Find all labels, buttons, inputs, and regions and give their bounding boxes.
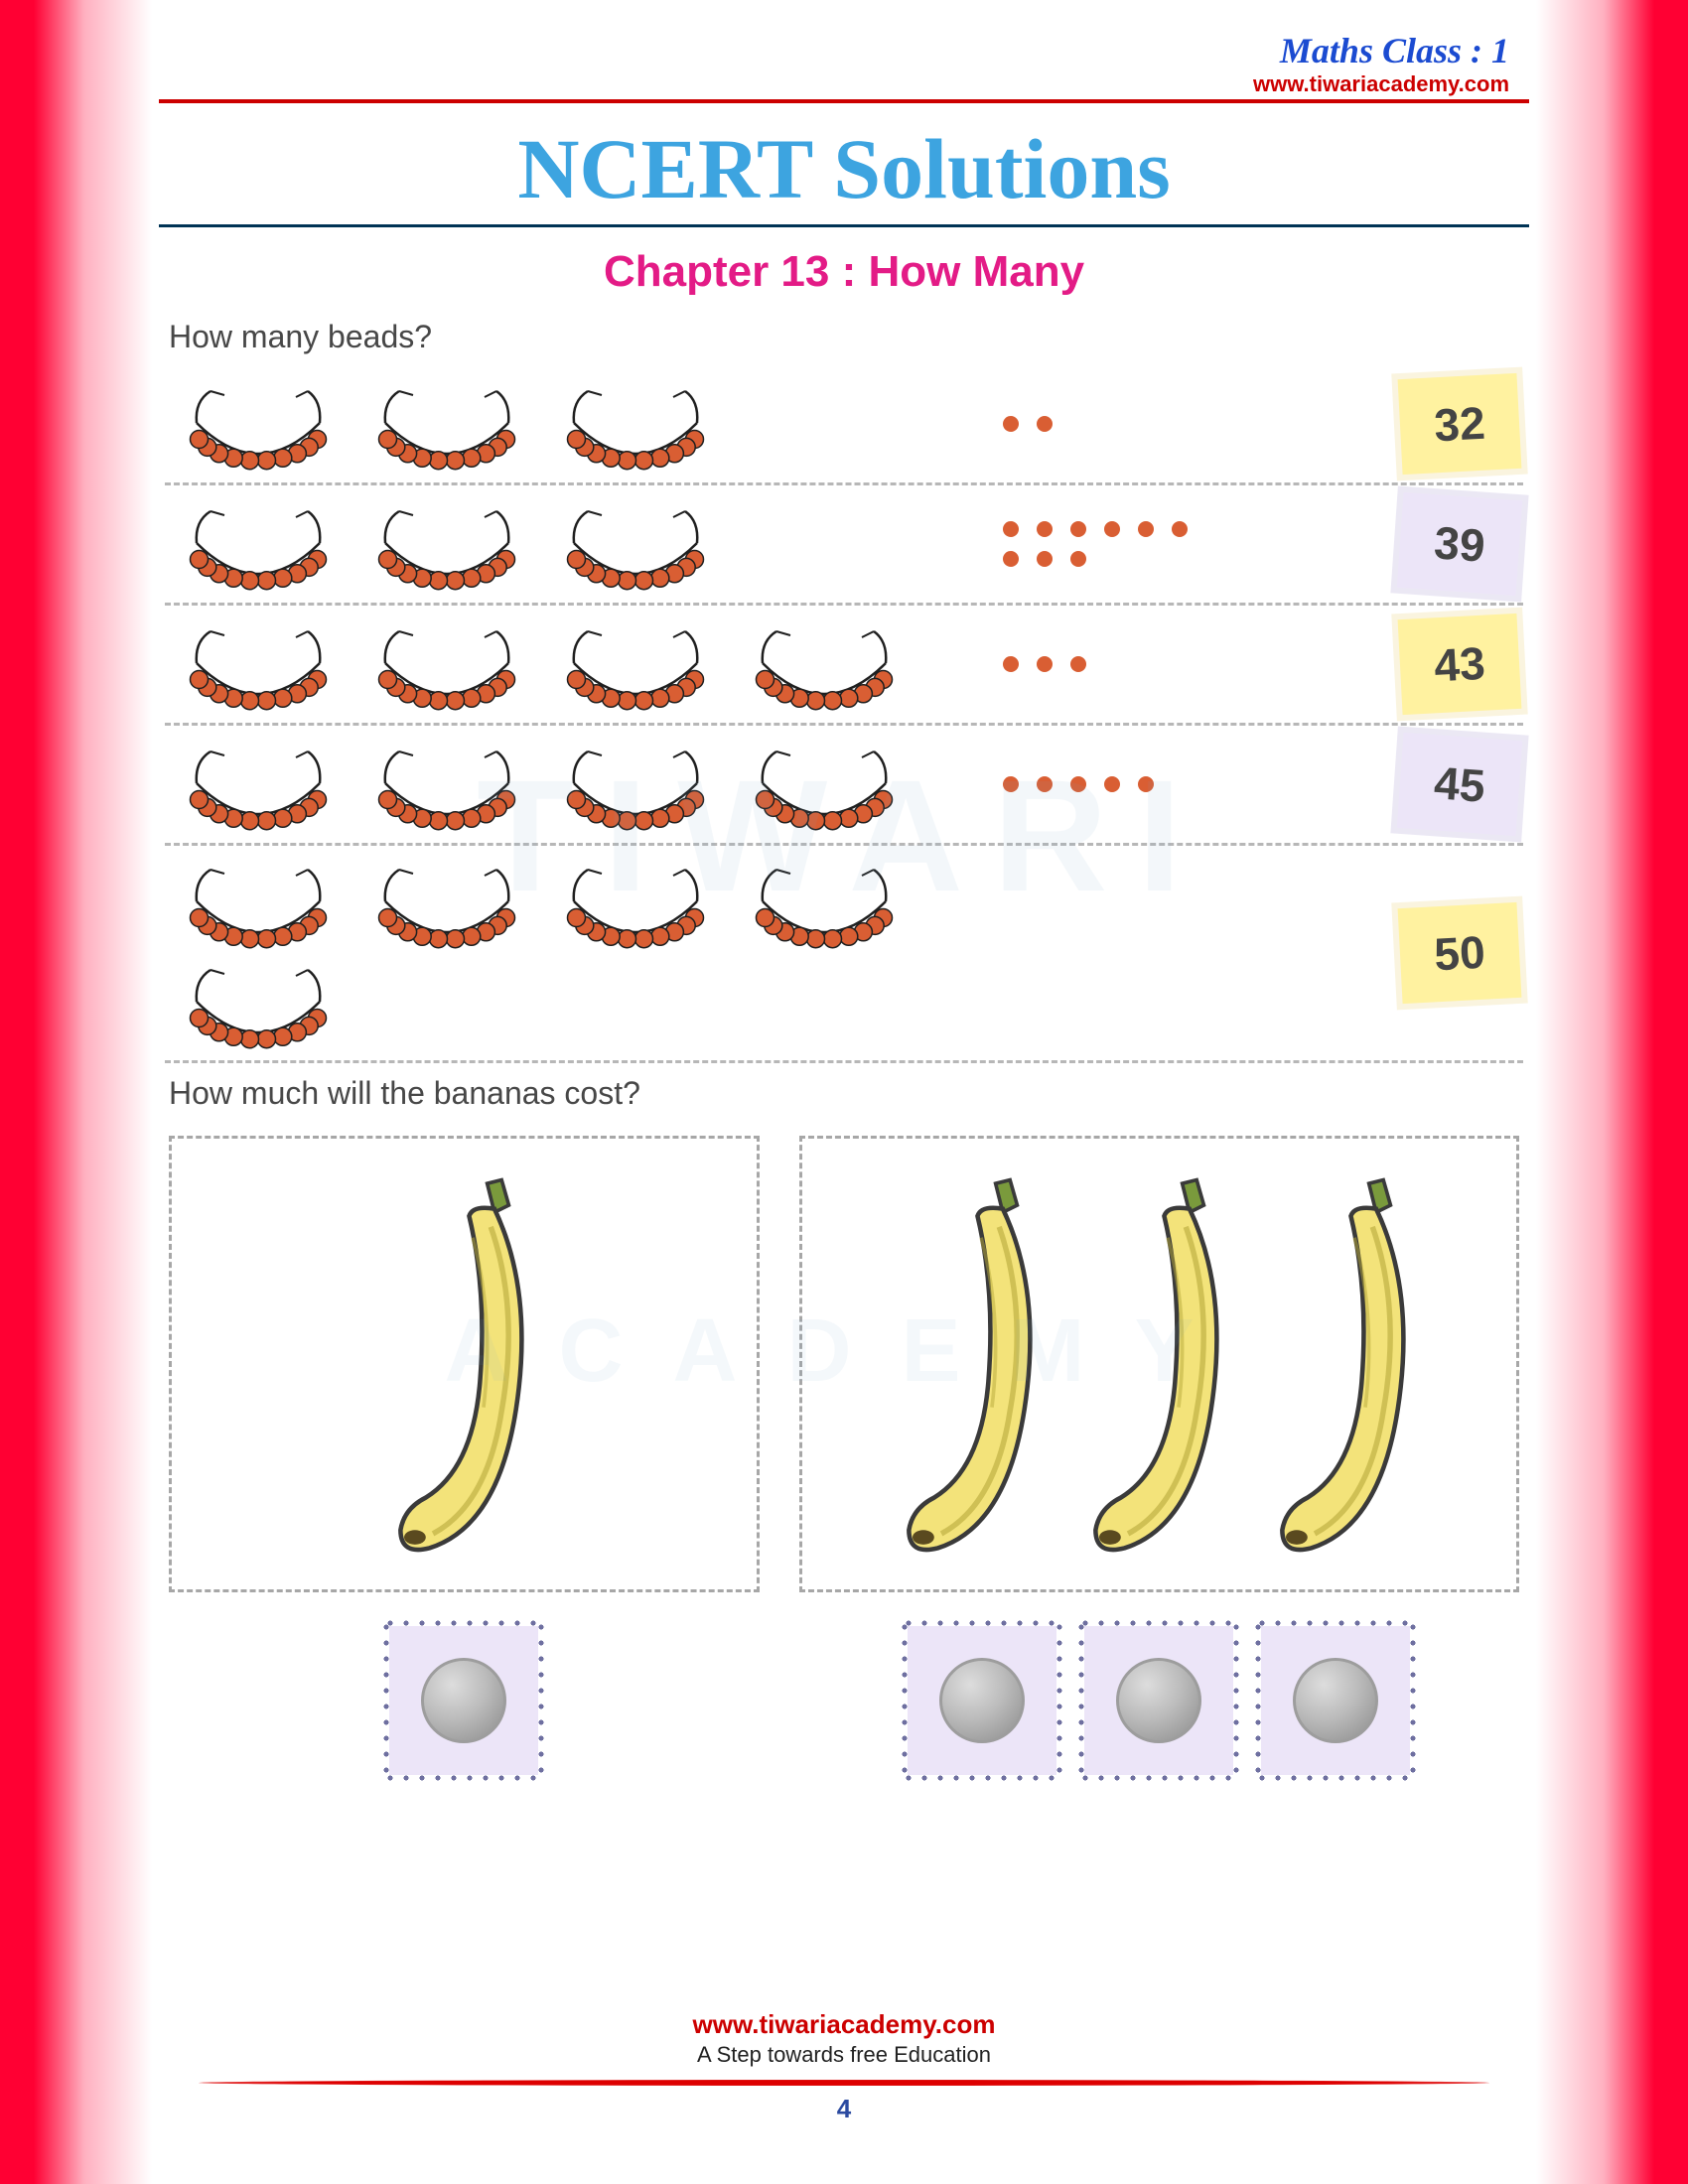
class-label: Maths Class : 1 [159, 30, 1509, 71]
beads-section: How many beads? 32 39 [159, 319, 1529, 1063]
bead-string-icon [546, 377, 725, 472]
bead-string-icon [546, 738, 725, 832]
answer-box: 39 [1397, 492, 1522, 596]
bead-string-icon [357, 497, 536, 592]
rupee-coin-icon [421, 1658, 506, 1743]
rupee-coin-icon [1116, 1658, 1201, 1743]
coins-row [159, 1626, 1529, 1775]
bead-dot-icon [1104, 776, 1120, 792]
question-banana: How much will the bananas cost? [169, 1075, 1529, 1112]
bead-dot-icon [1070, 521, 1086, 537]
extra-beads-group [943, 776, 1201, 792]
worksheet-page: Maths Class : 1 www.tiwariacademy.com NC… [0, 0, 1688, 2184]
bead-string-icon [735, 617, 914, 712]
answer-box: 32 [1398, 373, 1522, 475]
bead-string-icon [357, 738, 536, 832]
banana-box [169, 1136, 760, 1592]
bead-dot-icon [1037, 416, 1053, 432]
bead-string-icon [546, 617, 725, 712]
bead-string-icon [735, 738, 914, 832]
extra-beads-group [943, 656, 1201, 672]
footer: www.tiwariacademy.com A Step towards fre… [159, 2009, 1529, 2124]
bead-row: 45 [159, 730, 1529, 839]
bead-dot-icon [1003, 776, 1019, 792]
banana-icon [1075, 1165, 1242, 1563]
bead-dot-icon [1138, 521, 1154, 537]
bead-row: 50 [159, 850, 1529, 1056]
bead-string-icon [546, 856, 725, 950]
bead-string-icon [357, 377, 536, 472]
banana-box [799, 1136, 1519, 1592]
site-link-top: www.tiwariacademy.com [159, 71, 1509, 97]
coins-group [169, 1626, 759, 1775]
coin-stamp [1261, 1626, 1410, 1775]
bead-dot-icon [1003, 656, 1019, 672]
bead-string-icon [169, 956, 348, 1050]
coin-stamp [1084, 1626, 1233, 1775]
row-divider [165, 723, 1523, 726]
bead-dot-icon [1003, 551, 1019, 567]
footer-link: www.tiwariacademy.com [159, 2009, 1529, 2040]
bead-dot-icon [1070, 656, 1086, 672]
row-divider [165, 843, 1523, 846]
bead-dot-icon [1070, 551, 1086, 567]
footer-tagline: A Step towards free Education [159, 2042, 1529, 2068]
bead-strings-group [169, 856, 943, 1050]
bead-string-icon [169, 377, 348, 472]
coin-stamp [389, 1626, 538, 1775]
answer-box: 45 [1397, 733, 1522, 836]
bead-strings-group [169, 617, 943, 712]
bead-string-icon [546, 497, 725, 592]
page-number: 4 [159, 2094, 1529, 2124]
bead-strings-group [169, 738, 943, 832]
coin-stamp [908, 1626, 1056, 1775]
chapter-label: Chapter 13 : How Many [159, 247, 1529, 297]
rupee-coin-icon [1293, 1658, 1378, 1743]
banana-icon [889, 1165, 1055, 1563]
row-divider [165, 482, 1523, 485]
answer-box: 43 [1398, 614, 1522, 715]
row-divider [165, 1060, 1523, 1063]
bead-dot-icon [1037, 776, 1053, 792]
banana-icon [380, 1165, 547, 1563]
bead-string-icon [735, 856, 914, 950]
bead-strings-group [169, 377, 943, 472]
beads-rows-container: 32 39 [159, 369, 1529, 1063]
bead-string-icon [169, 856, 348, 950]
bead-dot-icon [1070, 776, 1086, 792]
bead-strings-group [169, 497, 943, 592]
bead-dot-icon [1003, 416, 1019, 432]
content-area: Maths Class : 1 www.tiwariacademy.com NC… [159, 30, 1529, 2154]
bead-dot-icon [1037, 656, 1053, 672]
bead-dot-icon [1037, 521, 1053, 537]
divider-dark [159, 224, 1529, 227]
banana-icon [1262, 1165, 1429, 1563]
bead-row: 32 [159, 369, 1529, 478]
bead-dot-icon [1003, 521, 1019, 537]
bead-string-icon [169, 497, 348, 592]
rupee-coin-icon [939, 1658, 1025, 1743]
bead-row: 39 [159, 489, 1529, 599]
row-divider [165, 603, 1523, 606]
bead-dot-icon [1172, 521, 1188, 537]
bead-string-icon [169, 617, 348, 712]
banana-boxes [159, 1126, 1529, 1602]
bead-dot-icon [1104, 521, 1120, 537]
banana-section: How much will the bananas cost? [159, 1075, 1529, 1775]
bead-string-icon [357, 856, 536, 950]
question-beads: How many beads? [169, 319, 1529, 355]
coins-group [798, 1626, 1519, 1775]
bead-row: 43 [159, 610, 1529, 719]
bead-string-icon [357, 617, 536, 712]
bead-string-icon [169, 738, 348, 832]
footer-divider [199, 2080, 1489, 2086]
extra-beads-group [943, 521, 1201, 567]
header-right: Maths Class : 1 www.tiwariacademy.com [159, 30, 1529, 97]
bead-dot-icon [1037, 551, 1053, 567]
page-title: NCERT Solutions [159, 119, 1529, 218]
answer-box: 50 [1398, 902, 1522, 1004]
divider-red-thin [159, 99, 1529, 103]
bead-dot-icon [1138, 776, 1154, 792]
extra-beads-group [943, 416, 1201, 432]
